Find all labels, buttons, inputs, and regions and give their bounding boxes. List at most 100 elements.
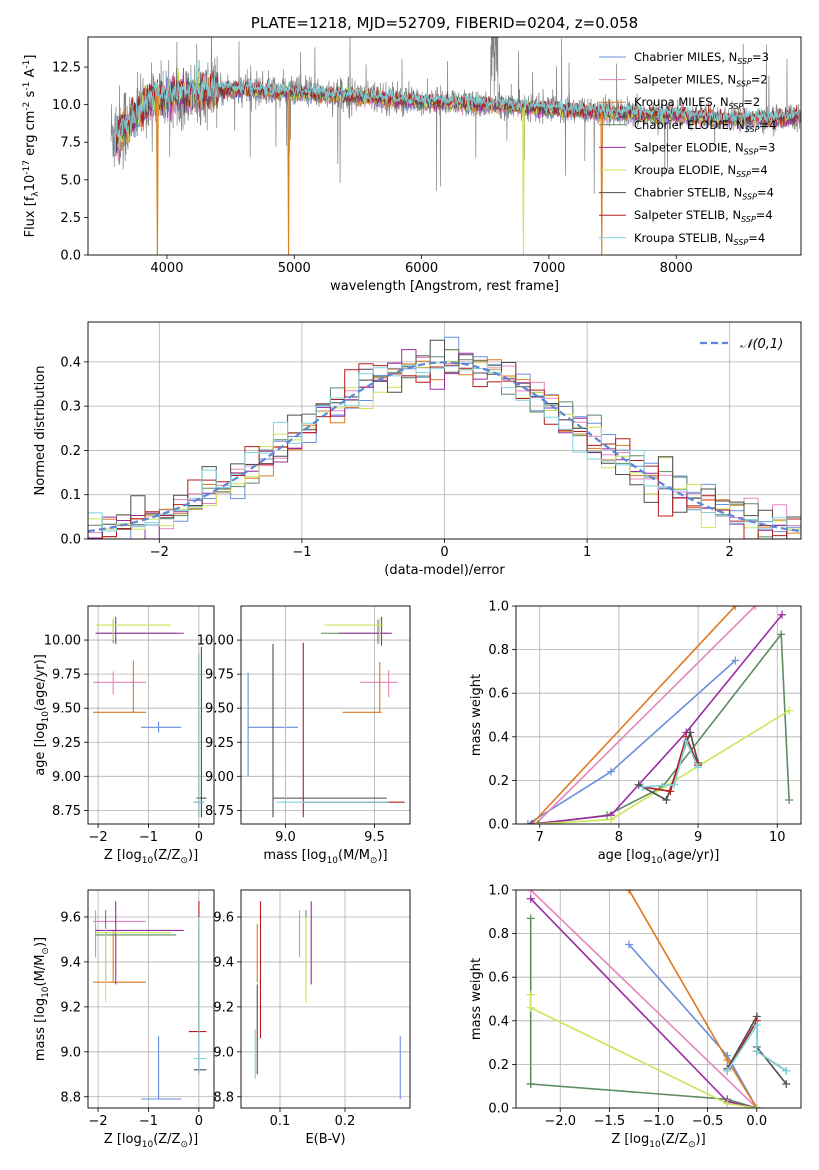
plot-area-age_vs_mass: [247, 616, 405, 818]
label-part: 10: [142, 1140, 154, 1150]
x-axis-label: mass [log10(M/M⊙)]: [263, 848, 387, 866]
point-marker: [752, 1021, 761, 1030]
point-marker: [777, 630, 786, 639]
label-part: mass [log: [33, 998, 48, 1061]
axes-frame-age_vs_Z: [87, 605, 215, 825]
axes-frame-massweight_vs_Z: [515, 889, 802, 1109]
y-tick-label: 9.4: [60, 955, 81, 970]
axes-age_vs_Z: −2 −1 0 8.75 9.00 9.25 9.50 9.75 10.00: [44, 606, 214, 845]
y-tick-label: 9.75: [205, 668, 234, 683]
legend-tail: =4: [760, 118, 777, 132]
legend-tail: =4: [748, 231, 765, 245]
label-part: 10: [327, 856, 339, 866]
x-tick-label: 9: [694, 830, 702, 845]
point-marker: [526, 1003, 535, 1012]
x-tick-label: 9.5: [364, 830, 385, 845]
series-line: [530, 898, 757, 1108]
y-tick-label: 9.2: [213, 1000, 234, 1015]
y-axis-label: age [log10(age/yr)]: [33, 654, 51, 776]
legend-label: Salpeter MILES, NSSP=2: [634, 73, 768, 89]
axes-frame-age_vs_mass: [240, 605, 411, 825]
label-part: (M/M: [338, 848, 370, 863]
label-part: -1: [22, 82, 32, 91]
legend-sub: SSP: [741, 215, 756, 224]
axes-frame-mass_vs_Z: [87, 889, 215, 1109]
series-line: [535, 606, 756, 824]
plot-area-massweight_vs_Z: [526, 890, 791, 1108]
label-part: (Z/Z: [153, 848, 180, 863]
label-part: Z [log: [104, 1132, 142, 1147]
x-tick-label: 9.0: [275, 830, 296, 845]
legend-sub: SSP: [737, 57, 752, 66]
x-tick-label: 0.1: [270, 1114, 291, 1129]
label-part: ⊙: [180, 856, 188, 866]
point-marker: [694, 763, 703, 772]
label-part: erg cm: [23, 111, 38, 160]
x-tick-label: 2: [726, 545, 734, 560]
x-tick-label: 0.0: [746, 1114, 767, 1129]
series-line: [642, 734, 699, 793]
x-tick-label: −1.5: [594, 1114, 626, 1129]
label-part: λ: [31, 191, 41, 197]
label-part: Flux [f: [23, 196, 38, 237]
label-part: (M/M: [33, 955, 48, 987]
y-tick-label: 10.0: [52, 98, 81, 113]
point-marker: [752, 1047, 761, 1056]
point-marker: [752, 1104, 761, 1108]
legend-tail: =4: [751, 163, 768, 177]
y-tick-label: 9.25: [52, 736, 81, 751]
y-tick-label: 9.0: [60, 1045, 81, 1060]
label-part: (Z/Z: [153, 1132, 180, 1147]
label-part: -1: [22, 60, 32, 69]
axes-mass_vs_ebv: 0.1 0.2 8.8 9.0 9.2 9.4 9.6: [213, 890, 410, 1129]
x-tick-label: 0: [195, 1114, 203, 1129]
label-part: wavelength [Angstrom, rest frame]: [330, 279, 559, 294]
label-part: E(B-V): [305, 1132, 345, 1147]
label-part: 10: [142, 856, 154, 866]
point-marker: [607, 767, 615, 776]
x-tick-label: 0: [440, 545, 448, 560]
point-marker: [731, 656, 740, 665]
x-tick-label: 5000: [278, 261, 311, 276]
y-tick-label: 0.4: [60, 355, 81, 370]
x-tick-label: −2: [150, 545, 169, 560]
x-tick-label: 0.2: [335, 1114, 356, 1129]
model-dip: [156, 96, 159, 255]
y-tick-label: 1.0: [488, 600, 509, 615]
x-tick-label: −1: [292, 545, 311, 560]
label-part: )]: [696, 1132, 706, 1147]
y-tick-label: 0.2: [488, 774, 509, 789]
label-part: ⊙: [370, 856, 378, 866]
label-part: Z [log: [104, 848, 142, 863]
point-marker: [686, 728, 695, 737]
y-tick-label: 9.00: [52, 770, 81, 785]
axes-spectrum: 4000 5000 6000 7000 8000 0.0 2.5 5.0 7.5 10.0 12.5: [52, 61, 693, 276]
x-axis-label: wavelength [Angstrom, rest frame]: [330, 279, 559, 294]
point-marker: [670, 780, 679, 789]
point-marker: [723, 1056, 732, 1065]
y-tick-label: 9.50: [52, 702, 81, 717]
legend-sub: SSP: [736, 80, 751, 89]
point-marker: [526, 1080, 535, 1089]
legend: Chabrier MILES, NSSP=3 Salpeter MILES, NS…: [599, 50, 776, 247]
series-line: [527, 659, 736, 824]
y-tick-label: 8.75: [52, 804, 81, 819]
label-part: 10: [41, 711, 51, 723]
x-axis-label: (data-model)/error: [384, 563, 505, 578]
point-marker: [723, 1099, 732, 1108]
gaussian-curve: [88, 361, 801, 533]
label-part: s: [23, 90, 38, 101]
label-part: age [log: [33, 723, 48, 776]
axes-frame-massweight_vs_age: [515, 605, 802, 825]
x-tick-label: 7: [536, 830, 544, 845]
point-marker: [526, 890, 535, 894]
y-axis-label: mass weight: [469, 958, 484, 1040]
label-part: Z [log: [611, 1132, 649, 1147]
legend-label: Salpeter STELIB, NSSP=4: [634, 208, 773, 224]
legend-tail: =4: [757, 186, 774, 200]
x-axis-label: Z [log10(Z/Z⊙)]: [611, 1132, 705, 1150]
label-part: )]: [377, 848, 387, 863]
series-line: [529, 918, 758, 1108]
x-tick-label: 1: [583, 545, 591, 560]
point-marker: [534, 820, 543, 824]
